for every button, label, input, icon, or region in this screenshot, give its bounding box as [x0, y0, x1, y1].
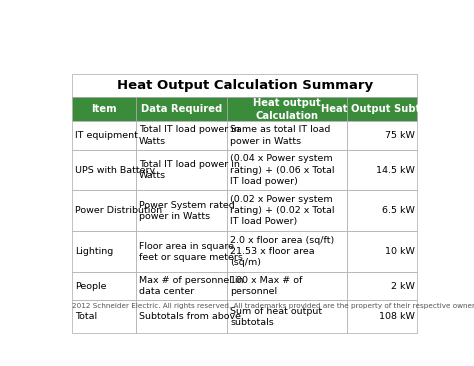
- Text: 108 kW: 108 kW: [379, 312, 414, 321]
- Text: 14.5 kW: 14.5 kW: [375, 165, 414, 175]
- Bar: [228, 300, 346, 333]
- Bar: [136, 272, 228, 300]
- Bar: [72, 150, 136, 190]
- Text: 2 kW: 2 kW: [391, 282, 414, 291]
- Bar: [346, 231, 418, 272]
- Text: Max # of personnel in
data center: Max # of personnel in data center: [139, 276, 244, 296]
- Text: 6.5 kW: 6.5 kW: [382, 206, 414, 216]
- Bar: [228, 150, 346, 190]
- Bar: [346, 150, 418, 190]
- Text: 10 kW: 10 kW: [384, 247, 414, 256]
- Bar: [72, 231, 136, 272]
- Bar: [346, 300, 418, 333]
- Bar: [136, 150, 228, 190]
- Bar: [346, 97, 418, 122]
- Bar: [136, 231, 228, 272]
- Text: Data Required: Data Required: [141, 104, 222, 115]
- Text: Total IT load power in
Watts: Total IT load power in Watts: [139, 160, 240, 180]
- Text: Subtotals from above: Subtotals from above: [139, 312, 241, 321]
- Text: Item: Item: [91, 104, 117, 115]
- Text: Heat Output Calculation Summary: Heat Output Calculation Summary: [117, 79, 373, 92]
- Text: 2.0 x floor area (sq/ft)
21.53 x floor area
(sq/m): 2.0 x floor area (sq/ft) 21.53 x floor a…: [230, 236, 335, 267]
- Bar: [72, 190, 136, 231]
- Text: Heat output
Calculation: Heat output Calculation: [253, 98, 321, 121]
- Text: People: People: [75, 282, 107, 291]
- Bar: [228, 97, 346, 122]
- Text: Power Distribution: Power Distribution: [75, 206, 162, 216]
- Bar: [228, 122, 346, 150]
- Text: 2012 Schneider Electric. All rights reserved. All trademarks provided are the pr: 2012 Schneider Electric. All rights rese…: [72, 303, 474, 309]
- Bar: [346, 122, 418, 150]
- Text: Total: Total: [75, 312, 97, 321]
- Text: IT equipment: IT equipment: [75, 131, 138, 140]
- Text: Heat Output Subtotal: Heat Output Subtotal: [321, 104, 443, 115]
- Bar: [136, 190, 228, 231]
- Bar: [72, 97, 136, 122]
- Bar: [228, 190, 346, 231]
- Bar: [228, 231, 346, 272]
- Bar: [72, 300, 136, 333]
- Text: (0.04 x Power system
rating) + (0.06 x Total
IT load power): (0.04 x Power system rating) + (0.06 x T…: [230, 154, 335, 186]
- Text: 75 kW: 75 kW: [384, 131, 414, 140]
- Bar: [136, 300, 228, 333]
- Text: UPS with Battery: UPS with Battery: [75, 165, 155, 175]
- Bar: [136, 122, 228, 150]
- Bar: [228, 272, 346, 300]
- Text: Power System rated
power in Watts: Power System rated power in Watts: [139, 201, 235, 221]
- Text: Sum of heat output
subtotals: Sum of heat output subtotals: [230, 307, 323, 326]
- Bar: [346, 190, 418, 231]
- Bar: [136, 97, 228, 122]
- Text: Same as total IT load
power in Watts: Same as total IT load power in Watts: [230, 126, 331, 146]
- Text: Lighting: Lighting: [75, 247, 113, 256]
- Text: Total IT load power in
Watts: Total IT load power in Watts: [139, 126, 240, 146]
- Bar: [72, 272, 136, 300]
- Text: (0.02 x Power system
rating) + (0.02 x Total
IT load Power): (0.02 x Power system rating) + (0.02 x T…: [230, 195, 335, 227]
- Bar: [72, 74, 418, 97]
- Bar: [346, 272, 418, 300]
- Text: 100 x Max # of
personnel: 100 x Max # of personnel: [230, 276, 303, 296]
- Bar: [72, 122, 136, 150]
- Text: Floor area in square
feet or square meters: Floor area in square feet or square mete…: [139, 242, 243, 262]
